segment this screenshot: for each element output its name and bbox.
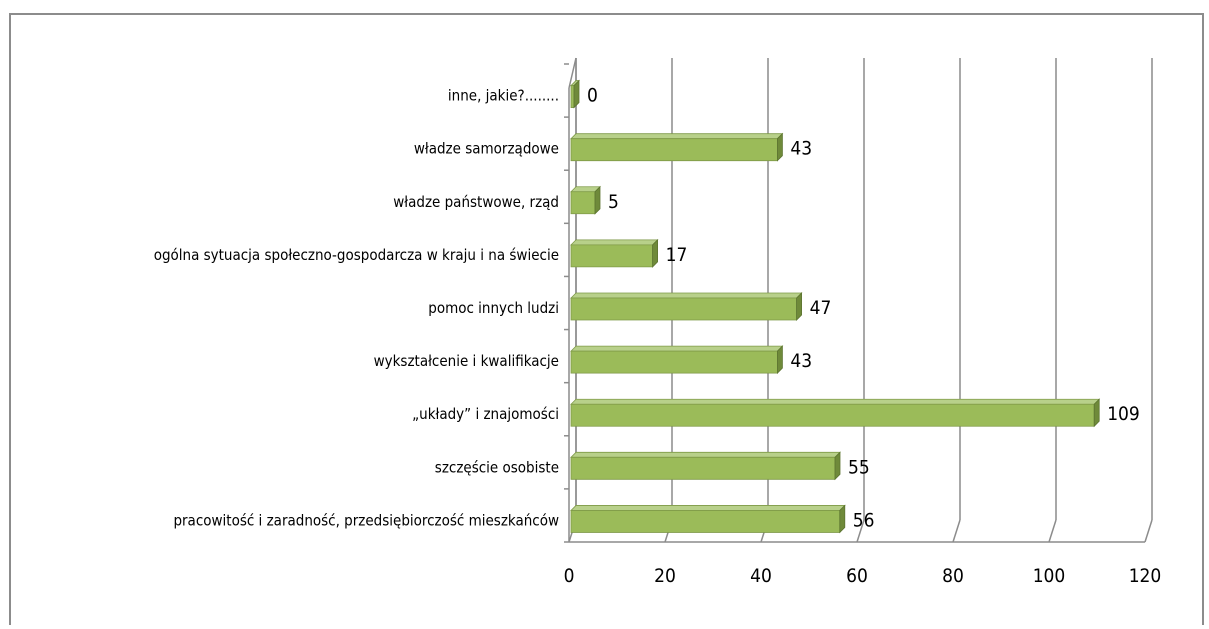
bar-end-face <box>839 504 846 534</box>
data-label: 47 <box>810 297 832 319</box>
bar <box>570 345 784 375</box>
bar <box>570 185 601 215</box>
floor-gridline <box>1144 519 1153 543</box>
x-tick-label: 0 <box>564 565 575 587</box>
bar <box>570 132 784 162</box>
floor-gridline <box>952 519 961 543</box>
x-tick-label: 20 <box>654 565 676 587</box>
x-tick-label: 100 <box>1033 565 1066 587</box>
floor-gridline <box>856 519 865 543</box>
x-tick-label: 120 <box>1129 565 1162 587</box>
bar-front-face <box>570 350 778 374</box>
x-tick-label: 60 <box>846 565 868 587</box>
data-label: 109 <box>1107 403 1140 425</box>
data-label: 56 <box>853 509 875 531</box>
bar-end-face <box>652 238 658 268</box>
bar-front-face <box>570 456 836 480</box>
bar-end-face <box>796 292 802 321</box>
category-label: władze samorządowe <box>414 140 559 158</box>
data-label: 5 <box>608 191 619 213</box>
category-label: wykształcenie i kwalifikacje <box>374 352 559 370</box>
category-label: ogólna sytuacja społeczno-gospodarcza w … <box>154 246 559 264</box>
bar-end-face <box>777 345 783 375</box>
bar <box>570 79 580 109</box>
x-tick-label: 80 <box>942 565 964 587</box>
bar-top-face <box>570 133 784 140</box>
data-label: 17 <box>666 244 688 266</box>
bar-front-face <box>570 403 1095 427</box>
category-label: pracowitość i zaradność, przedsiębiorczo… <box>173 511 559 529</box>
bar-end-face <box>573 79 580 109</box>
bar-front-face <box>570 297 797 321</box>
bar-front-face <box>570 138 778 162</box>
bar-top-face <box>570 292 803 299</box>
bar-top-face <box>570 505 846 511</box>
bar-end-face <box>834 451 841 481</box>
bar-front-face <box>570 510 841 533</box>
bar-front-face <box>570 191 596 215</box>
data-label: 43 <box>790 350 812 372</box>
bar <box>570 238 659 268</box>
bar-front-face <box>570 85 575 108</box>
bar-top-face <box>570 345 784 352</box>
bar-top-face <box>570 451 841 458</box>
bar-end-face <box>777 132 783 162</box>
bar-front-face <box>570 244 653 268</box>
data-label: 55 <box>848 456 870 478</box>
data-label: 0 <box>587 85 598 107</box>
category-label: inne, jakie?........ <box>448 87 559 105</box>
category-label: szczęście osobiste <box>435 458 559 476</box>
y-axis-top <box>568 57 577 89</box>
category-label: „układy” i znajomości <box>412 405 559 423</box>
category-label: władze państwowe, rząd <box>393 193 559 211</box>
bar <box>570 398 1101 428</box>
floor-gridline <box>1048 519 1057 543</box>
bar <box>570 504 846 534</box>
bar-top-face <box>570 239 659 246</box>
bar-top-face <box>570 398 1101 405</box>
bar-end-face <box>1093 398 1100 428</box>
data-label: 43 <box>790 138 812 160</box>
bar <box>570 451 841 481</box>
bar-end-face <box>594 185 601 215</box>
bar <box>570 292 803 321</box>
x-tick-label: 40 <box>750 565 772 587</box>
category-label: pomoc innych ludzi <box>428 299 559 317</box>
